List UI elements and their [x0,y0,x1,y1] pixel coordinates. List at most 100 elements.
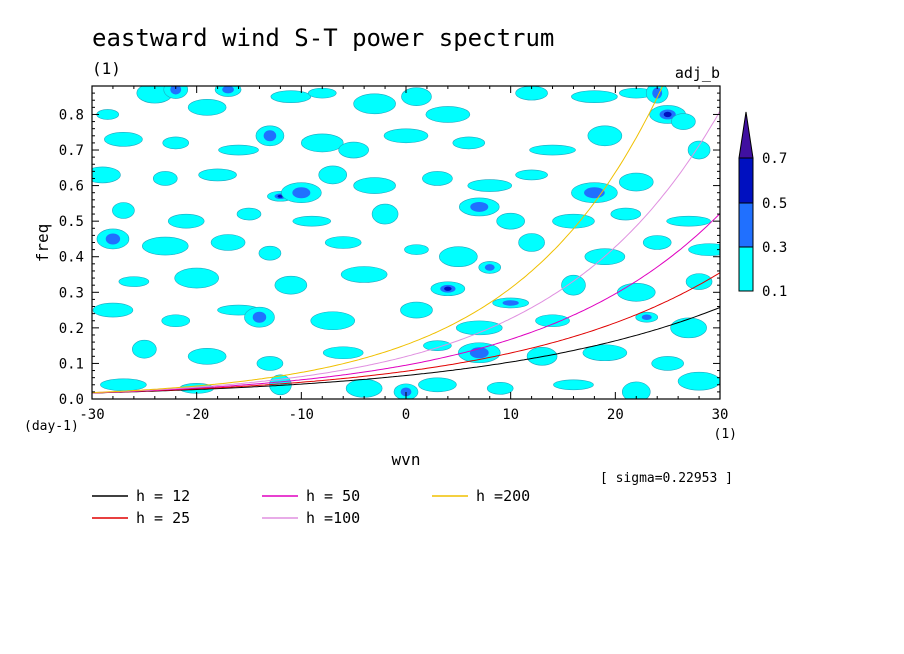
y-tick-label: 0.5 [59,214,84,230]
contour-blob [322,346,364,360]
x-tick-label: -10 [289,407,314,423]
contour-blob-inner [641,314,652,320]
contour-blob-inner [484,264,495,271]
contour-blob [616,282,656,302]
contour-blob [161,314,191,328]
contour-blob [642,235,672,250]
colorbar-label: 0.3 [762,240,787,256]
x-axis-ticks: -30 -20 -10 0 10 20 30 [79,86,728,423]
contour-blob [270,90,312,103]
contour-blob [152,171,178,186]
contour-field [92,86,720,399]
x-tick-label: -20 [184,407,209,423]
series-line-h200 [92,86,664,394]
contour-blob [400,301,433,319]
legend-label: h = 25 [136,509,190,527]
contour-blob [439,246,478,268]
colorbar-swatch [738,202,754,248]
contour-blob [452,136,486,150]
y-tick-label: 0.1 [59,356,84,372]
sigma-annotation: [ sigma=0.22953 ] [600,471,733,486]
contour-blob [92,166,121,184]
y-axis-label: freq [33,224,52,263]
colorbar-label: 0.1 [762,284,787,300]
contour-blob [552,213,595,229]
y-tick-label: 0.4 [59,250,84,266]
series-line-h12 [92,307,720,394]
contour-blob [383,128,429,144]
colorbar: 0.1 0.3 0.5 0.7 [738,111,787,300]
contour-blob [338,141,369,159]
contour-blob [496,212,525,230]
contour-blob [318,165,348,185]
contour-blob [666,215,711,227]
contour-blob [618,172,654,192]
contour-blob [582,344,628,362]
x-tick-label: 30 [712,407,729,423]
contour-blob-inner [222,86,234,94]
contour-blob [112,202,135,219]
y-tick-label: 0.0 [59,392,84,408]
contour-blob [256,356,284,371]
contour-blob [174,267,219,289]
contour-blob [162,136,190,150]
legend-label: h =100 [306,509,360,527]
colorbar-swatch [738,157,754,204]
x-axis-label: wvn [392,450,421,469]
series-line-h25 [92,272,720,394]
contour-blob [685,273,713,290]
contour-blob [258,245,282,261]
contour-blob [274,275,308,295]
contour-blob [688,243,720,256]
contour-blob [345,379,383,398]
y-axis-unit: (day-1) [24,419,79,434]
legend-label: h =200 [476,487,530,505]
contour-blob [610,207,642,221]
contour-blob [425,106,471,123]
contour-blob [677,371,720,391]
series-line-h50 [92,213,720,394]
contour-blob [187,348,227,365]
contour-blob [292,215,332,227]
contour-blob [132,339,157,359]
contour-blob [621,381,651,399]
contour-blob [210,234,246,251]
contour-blob [455,320,503,336]
y-axis-ticks: 0.0 0.1 0.2 0.3 0.4 0.5 0.6 0.7 0.8 [59,92,720,408]
contour-blob-inner [292,187,311,199]
contour-blob-inner [400,387,412,397]
contour-blob-core [444,286,452,291]
contour-blob [353,177,396,194]
contour-blob [187,99,227,116]
contour-blob [167,213,205,229]
contour-blob [486,382,514,395]
x-tick-label: 20 [607,407,624,423]
colorbar-label: 0.5 [762,196,787,212]
contour-blob [96,109,119,120]
contour-blob [418,377,457,393]
contour-blob [467,179,513,192]
contour-blob [518,233,545,252]
contour-blob [353,93,396,115]
contour-blob [670,317,707,339]
contour-blob [104,132,143,147]
contour-blob [571,90,618,103]
series-line-h100 [92,110,720,394]
contour-blob [340,266,388,283]
contour-blob-inner [170,86,182,95]
y-tick-label: 0.7 [59,143,84,159]
contour-blob [300,133,344,153]
contour-blob [310,311,356,331]
contour-blob-inner [502,300,519,306]
contour-blob [401,87,432,106]
contour-blob-inner [105,233,121,245]
colorbar-label: 0.7 [762,151,787,167]
y-tick-label: 0.8 [59,107,84,123]
contour-blob-inner [263,130,277,142]
contour-blob [218,144,259,156]
contour-blob [529,144,576,156]
contour-blob [553,379,594,391]
chart-subtitle-left: (1) [92,59,121,78]
